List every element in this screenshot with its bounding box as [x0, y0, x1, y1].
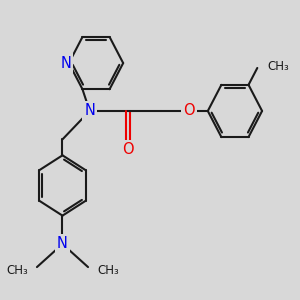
Text: CH₃: CH₃	[97, 264, 119, 277]
Text: CH₃: CH₃	[6, 264, 28, 277]
Text: CH₃: CH₃	[268, 60, 289, 73]
Text: O: O	[183, 103, 194, 118]
Text: N: N	[57, 236, 68, 251]
Text: N: N	[84, 103, 95, 118]
Text: O: O	[122, 142, 134, 157]
Text: N: N	[60, 56, 71, 70]
